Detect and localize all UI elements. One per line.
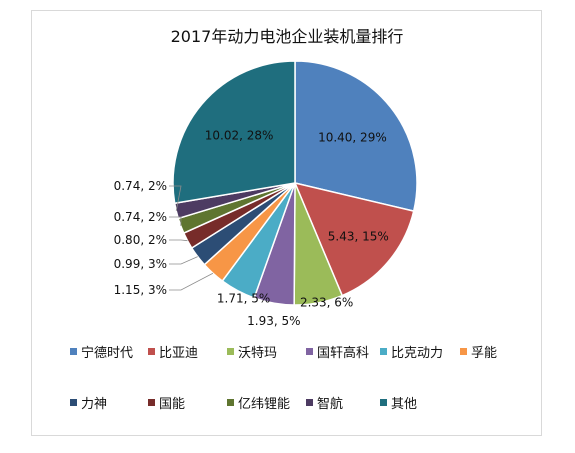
legend-swatch-8 (148, 399, 155, 406)
data-label-4: 1.93, 5% (247, 314, 300, 328)
pie-slices (172, 60, 418, 306)
leader-line-8 (169, 239, 188, 242)
legend-swatch-6 (460, 348, 467, 355)
legend-label-1: 宁德时代 (81, 345, 133, 361)
legend-item-9: 亿纬锂能 (227, 397, 290, 412)
legend-label-2: 比亚迪 (159, 346, 198, 361)
legend-swatch-7 (70, 399, 77, 406)
data-label-2: 5.43, 15% (328, 230, 389, 244)
data-label-9: 0.74, 2% (114, 210, 167, 224)
data-label-8: 0.80, 2% (114, 233, 167, 247)
leader-line-7 (169, 256, 198, 265)
leader-lines (169, 185, 214, 291)
data-label-5: 1.71, 5% (217, 292, 270, 306)
legend-label-6: 孚能 (471, 346, 497, 361)
legend-item-1: 宁德时代 (70, 345, 133, 361)
data-label-3: 2.33, 6% (300, 296, 353, 310)
legend-label-3: 沃特玛 (238, 346, 277, 361)
legend-item-8: 国能 (148, 397, 185, 412)
legend-swatch-11 (380, 399, 387, 406)
legend-item-5: 比克动力 (380, 346, 443, 361)
legend-swatch-5 (380, 348, 387, 355)
legend-label-7: 力神 (81, 397, 107, 412)
legend-label-5: 比克动力 (391, 346, 443, 361)
legend-item-2: 比亚迪 (148, 346, 198, 361)
data-label-11: 10.02, 28% (205, 129, 274, 143)
legend-item-4: 国轩高科 (306, 345, 369, 361)
data-label-6: 1.15, 3% (114, 283, 167, 297)
data-label-1: 10.40, 29% (318, 131, 387, 145)
leader-line-6 (169, 272, 214, 291)
legend-item-11: 其他 (380, 397, 417, 412)
legend-swatch-9 (227, 399, 234, 406)
legend-item-6: 孚能 (460, 346, 497, 361)
legend-label-8: 国能 (159, 397, 185, 412)
data-label-10: 0.74, 2% (114, 179, 167, 193)
legend-swatch-4 (306, 348, 313, 355)
chart-title: 2017年动力电池企业装机量排行 (171, 27, 404, 46)
legend-item-7: 力神 (70, 397, 107, 412)
leader-line-10 (169, 185, 182, 211)
legend-item-10: 智航 (306, 396, 343, 412)
pie-slice-2 (293, 181, 415, 297)
legend-item-3: 沃特玛 (227, 346, 277, 361)
data-label-7: 0.99, 3% (114, 257, 167, 271)
leader-line-9 (169, 216, 182, 226)
legend-swatch-10 (306, 399, 313, 406)
data-labels: 10.40, 29% 5.43, 15% 10.02, 28% 2.33, 6%1.9… (114, 129, 389, 328)
legend-swatch-3 (227, 348, 234, 355)
pie-slice-1 (294, 60, 418, 212)
legend-label-10: 智航 (317, 396, 343, 412)
legend-label-11: 其他 (391, 397, 417, 412)
pie-slice-11 (172, 60, 296, 205)
legend-label-4: 国轩高科 (317, 345, 369, 361)
legend-label-9: 亿纬锂能 (238, 397, 290, 412)
legend-swatch-1 (70, 348, 77, 355)
legend-swatch-2 (148, 348, 155, 355)
